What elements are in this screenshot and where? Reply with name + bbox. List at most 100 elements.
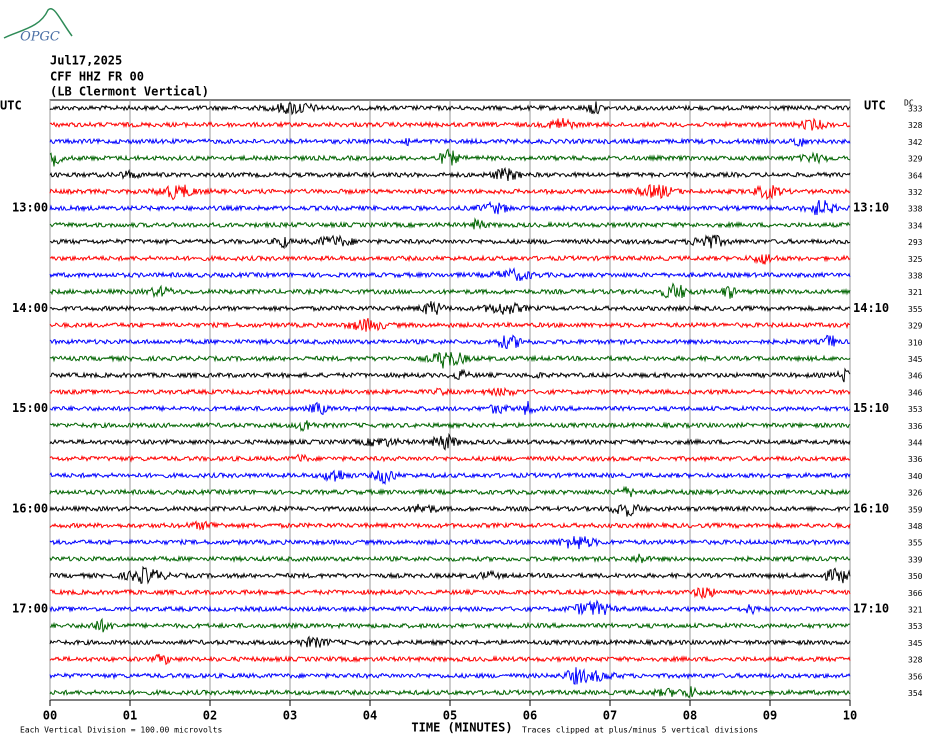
right-time-label: 13:10 <box>853 201 889 215</box>
x-tick-label: 02 <box>203 709 217 723</box>
trace <box>49 553 851 564</box>
trace <box>49 635 851 648</box>
dc-title: DC <box>904 99 914 108</box>
trace <box>49 386 851 398</box>
dc-value: 353 <box>908 622 923 631</box>
x-tick-label: 08 <box>683 709 697 723</box>
trace <box>49 254 851 265</box>
dc-value: 340 <box>908 472 923 481</box>
trace <box>49 267 851 282</box>
trace <box>49 167 851 181</box>
dc-value: 348 <box>908 522 923 531</box>
dc-value: 345 <box>908 355 923 364</box>
trace <box>49 234 851 250</box>
left-time-label: 14:00 <box>12 301 48 315</box>
right-time-label: 17:10 <box>853 602 889 616</box>
left-title: UTC <box>0 99 22 113</box>
trace <box>49 686 851 699</box>
trace <box>49 420 851 432</box>
clip-note: Traces clipped at plus/minus 5 vertical … <box>522 726 758 735</box>
x-tick-label: 05 <box>443 709 457 723</box>
left-time-label: 15:00 <box>12 401 48 415</box>
trace <box>49 301 851 315</box>
trace <box>49 536 851 550</box>
x-tick-label: 07 <box>603 709 617 723</box>
location: (LB Clermont Vertical) <box>50 85 209 99</box>
left-time-label: 17:00 <box>12 602 48 616</box>
trace <box>49 469 851 486</box>
x-tick-label: 03 <box>283 709 297 723</box>
dc-value: 329 <box>908 322 923 331</box>
trace <box>49 318 851 332</box>
x-tick-label: 00 <box>43 709 57 723</box>
dc-value: 350 <box>908 572 923 581</box>
trace <box>49 485 851 498</box>
trace <box>49 599 851 616</box>
dc-value: 366 <box>908 589 923 598</box>
dc-value: 346 <box>908 388 923 397</box>
logo-arc <box>3 7 73 39</box>
trace <box>49 565 851 585</box>
trace <box>49 667 851 685</box>
trace <box>49 148 851 167</box>
dc-value: 328 <box>908 121 923 130</box>
x-tick-label: 10 <box>843 709 857 723</box>
dc-value: 336 <box>908 455 923 464</box>
dc-value: 355 <box>908 305 923 314</box>
dc-value: 345 <box>908 639 923 648</box>
trace <box>49 117 851 131</box>
logo: OPGC <box>20 30 60 45</box>
x-tick-label: 04 <box>363 709 377 723</box>
right-time-label: 14:10 <box>853 301 889 315</box>
trace <box>49 217 851 230</box>
dc-value: 328 <box>908 656 923 665</box>
station: CFF HHZ FR 00 <box>50 70 144 84</box>
trace <box>49 334 851 350</box>
dc-value: 359 <box>908 505 923 514</box>
dc-value: 334 <box>908 221 923 230</box>
dc-value: 344 <box>908 439 923 448</box>
dc-value: 338 <box>908 205 923 214</box>
trace <box>49 653 851 666</box>
dc-value: 355 <box>908 539 923 548</box>
right-time-label: 16:10 <box>853 501 889 515</box>
x-tick-label: 09 <box>763 709 777 723</box>
trace <box>49 432 851 451</box>
dc-value: 356 <box>908 672 923 681</box>
right-time-label: 15:10 <box>853 401 889 415</box>
scale-note: Each Vertical Division = 100.00 microvol… <box>20 726 222 735</box>
trace <box>49 617 851 633</box>
dc-value: 336 <box>908 422 923 431</box>
trace <box>49 137 851 147</box>
x-axis-title: TIME (MINUTES) <box>411 721 512 735</box>
dc-value: 321 <box>908 288 923 297</box>
x-tick-label: 01 <box>123 709 137 723</box>
dc-value: 321 <box>908 606 923 615</box>
trace <box>49 503 851 517</box>
left-time-label: 16:00 <box>12 501 48 515</box>
trace <box>49 453 851 463</box>
trace <box>49 520 851 531</box>
dc-value: 329 <box>908 155 923 164</box>
dc-value: 364 <box>908 171 923 180</box>
trace <box>49 351 851 369</box>
trace <box>49 282 851 299</box>
dc-value: 342 <box>908 138 923 147</box>
trace <box>49 101 851 116</box>
x-tick-label: 06 <box>523 709 537 723</box>
dc-value: 353 <box>908 405 923 414</box>
dc-value: 325 <box>908 255 923 264</box>
dc-value: 332 <box>908 188 923 197</box>
date: Jul17,2025 <box>50 54 122 68</box>
trace <box>49 587 851 600</box>
dc-value: 333 <box>908 105 923 114</box>
left-time-label: 13:00 <box>12 201 48 215</box>
dc-value: 310 <box>908 338 923 347</box>
trace <box>49 400 851 415</box>
trace <box>49 367 851 383</box>
dc-value: 326 <box>908 489 923 498</box>
dc-value: 293 <box>908 238 923 247</box>
dc-value: 354 <box>908 689 923 698</box>
